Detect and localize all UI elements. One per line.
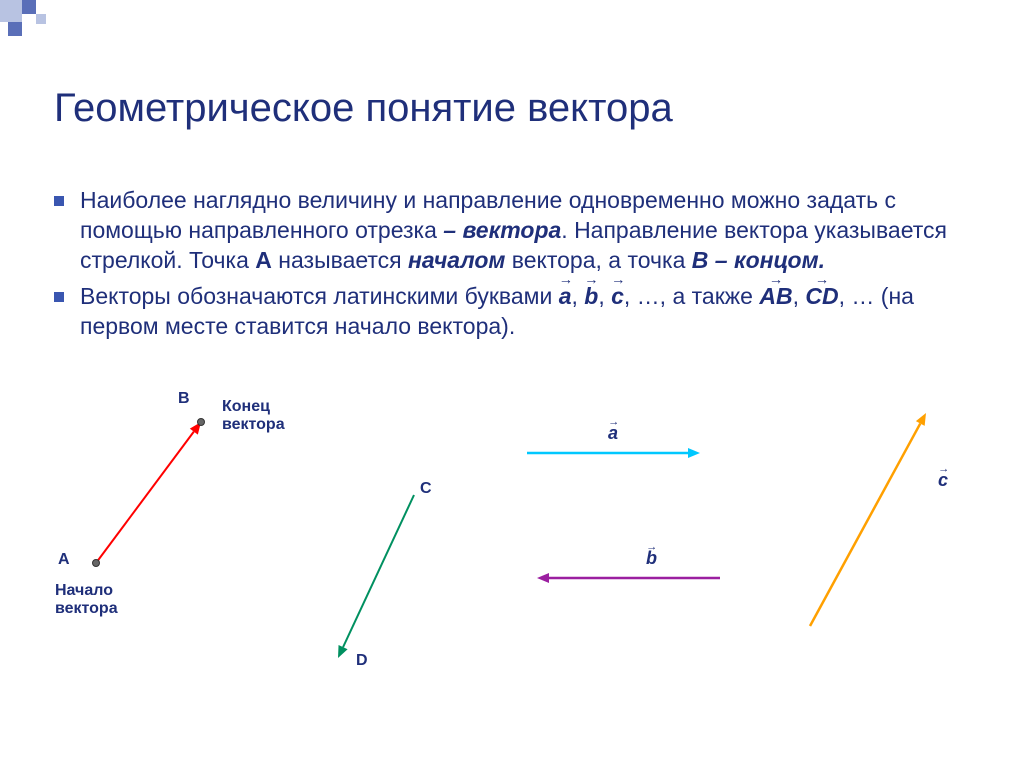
point-A [92,559,100,567]
bullet-marker [54,196,64,206]
vector-CD [326,483,426,670]
label-B: В [178,390,190,408]
bullet-text-1: Наиболее наглядно величину и направление… [80,186,974,276]
label-vector-c: c [938,470,948,491]
vector-a [515,441,712,465]
label-vector-a: a [608,423,618,444]
slide-title: Геометрическое понятие вектора [54,86,673,131]
bullet-text-2: Векторы обозначаются латинскими буквами … [80,282,974,342]
vector-diagram: А В Конецвектора Началовектора С D a b c [0,380,1024,740]
label-A: А [58,551,70,569]
bullet-item: Наиболее наглядно величину и направление… [54,186,974,276]
corner-decoration [0,0,90,40]
bullet-item: Векторы обозначаются латинскими буквами … [54,282,974,342]
vector-b [525,566,732,590]
label-D: D [356,652,368,670]
vector-AB [84,410,213,575]
bullet-list: Наиболее наглядно величину и направление… [54,186,974,347]
label-vector-b: b [646,548,657,569]
label-C: С [420,480,432,498]
label-start-vector: Началовектора [55,582,118,619]
label-end-vector: Конецвектора [222,398,285,435]
vector-c [798,401,938,638]
bullet-marker [54,292,64,302]
point-B [197,418,205,426]
